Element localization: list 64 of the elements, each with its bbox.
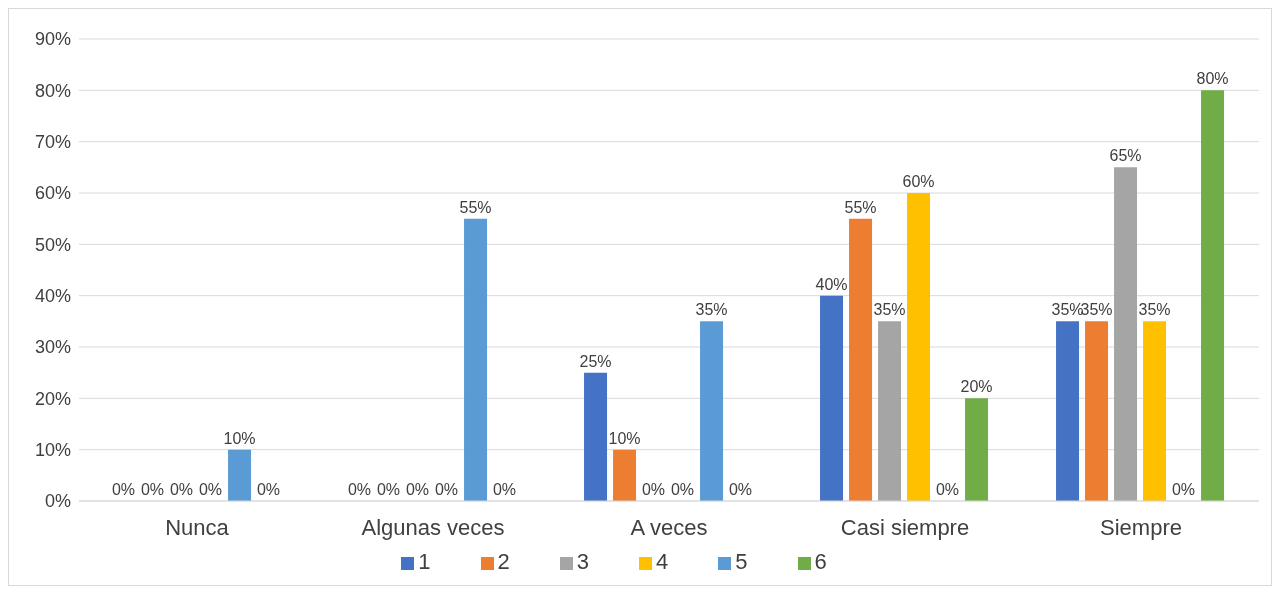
data-label: 0% bbox=[641, 480, 666, 498]
data-label: 0% bbox=[935, 480, 960, 498]
y-tick-label: 90% bbox=[34, 29, 71, 50]
data-label: 0% bbox=[140, 480, 165, 498]
data-label: 35% bbox=[1138, 301, 1171, 319]
data-label: 80% bbox=[1196, 70, 1229, 88]
data-label: 60% bbox=[902, 173, 935, 190]
bar bbox=[1114, 167, 1138, 501]
x-tick-label: A veces bbox=[630, 514, 708, 540]
data-label: 0% bbox=[492, 480, 517, 498]
bar bbox=[1056, 321, 1080, 501]
data-label: 10% bbox=[223, 429, 256, 447]
y-tick-label: 30% bbox=[34, 337, 71, 358]
data-label: 0% bbox=[256, 480, 281, 498]
y-tick-label: 20% bbox=[34, 388, 71, 409]
x-tick-label: Siempre bbox=[1100, 514, 1182, 540]
y-tick-label: 80% bbox=[34, 80, 71, 101]
bar bbox=[878, 321, 902, 501]
data-label: 35% bbox=[695, 301, 728, 319]
y-tick-label: 60% bbox=[34, 183, 71, 204]
bar bbox=[907, 193, 931, 501]
bar bbox=[849, 218, 873, 501]
data-label: 35% bbox=[873, 301, 906, 319]
x-tick-label: Casi siempre bbox=[840, 514, 970, 540]
data-label: 20% bbox=[960, 378, 993, 396]
bar bbox=[613, 449, 637, 501]
data-label: 55% bbox=[459, 198, 492, 216]
bar bbox=[1143, 321, 1167, 501]
data-label: 0% bbox=[1171, 480, 1196, 498]
legend-label: 4 bbox=[656, 549, 669, 574]
data-label: 0% bbox=[728, 480, 753, 498]
bar bbox=[1201, 90, 1225, 501]
data-label: 0% bbox=[169, 480, 194, 498]
y-tick-label: 0% bbox=[44, 491, 71, 512]
legend-label: 2 bbox=[497, 549, 510, 574]
y-tick-label: 40% bbox=[34, 286, 71, 307]
data-label: 0% bbox=[376, 480, 401, 498]
data-label: 65% bbox=[1109, 147, 1142, 165]
legend-label: 1 bbox=[418, 549, 431, 574]
bar bbox=[1085, 321, 1109, 501]
data-label: 25% bbox=[579, 352, 612, 370]
bar bbox=[228, 449, 252, 501]
bar bbox=[584, 372, 608, 501]
y-tick-label: 10% bbox=[34, 440, 71, 461]
data-label: 0% bbox=[198, 480, 223, 498]
y-tick-label: 50% bbox=[34, 234, 71, 255]
bar bbox=[820, 295, 844, 501]
data-label: 10% bbox=[608, 429, 641, 447]
data-label: 0% bbox=[405, 480, 430, 498]
x-tick-label: Nunca bbox=[165, 514, 230, 540]
legend-label: 6 bbox=[814, 549, 827, 574]
data-label: 0% bbox=[434, 480, 459, 498]
data-label: 0% bbox=[347, 480, 372, 498]
legend-label: 5 bbox=[735, 549, 748, 574]
bar bbox=[965, 398, 989, 501]
data-label: 0% bbox=[670, 480, 695, 498]
bar bbox=[700, 321, 724, 501]
y-tick-label: 70% bbox=[34, 132, 71, 153]
data-label: 55% bbox=[844, 198, 877, 216]
data-label: 0% bbox=[111, 480, 136, 498]
data-label: 40% bbox=[815, 275, 848, 293]
x-tick-label: Algunas veces bbox=[361, 514, 505, 540]
bar bbox=[464, 218, 488, 501]
legend-label: 3 bbox=[576, 549, 589, 574]
